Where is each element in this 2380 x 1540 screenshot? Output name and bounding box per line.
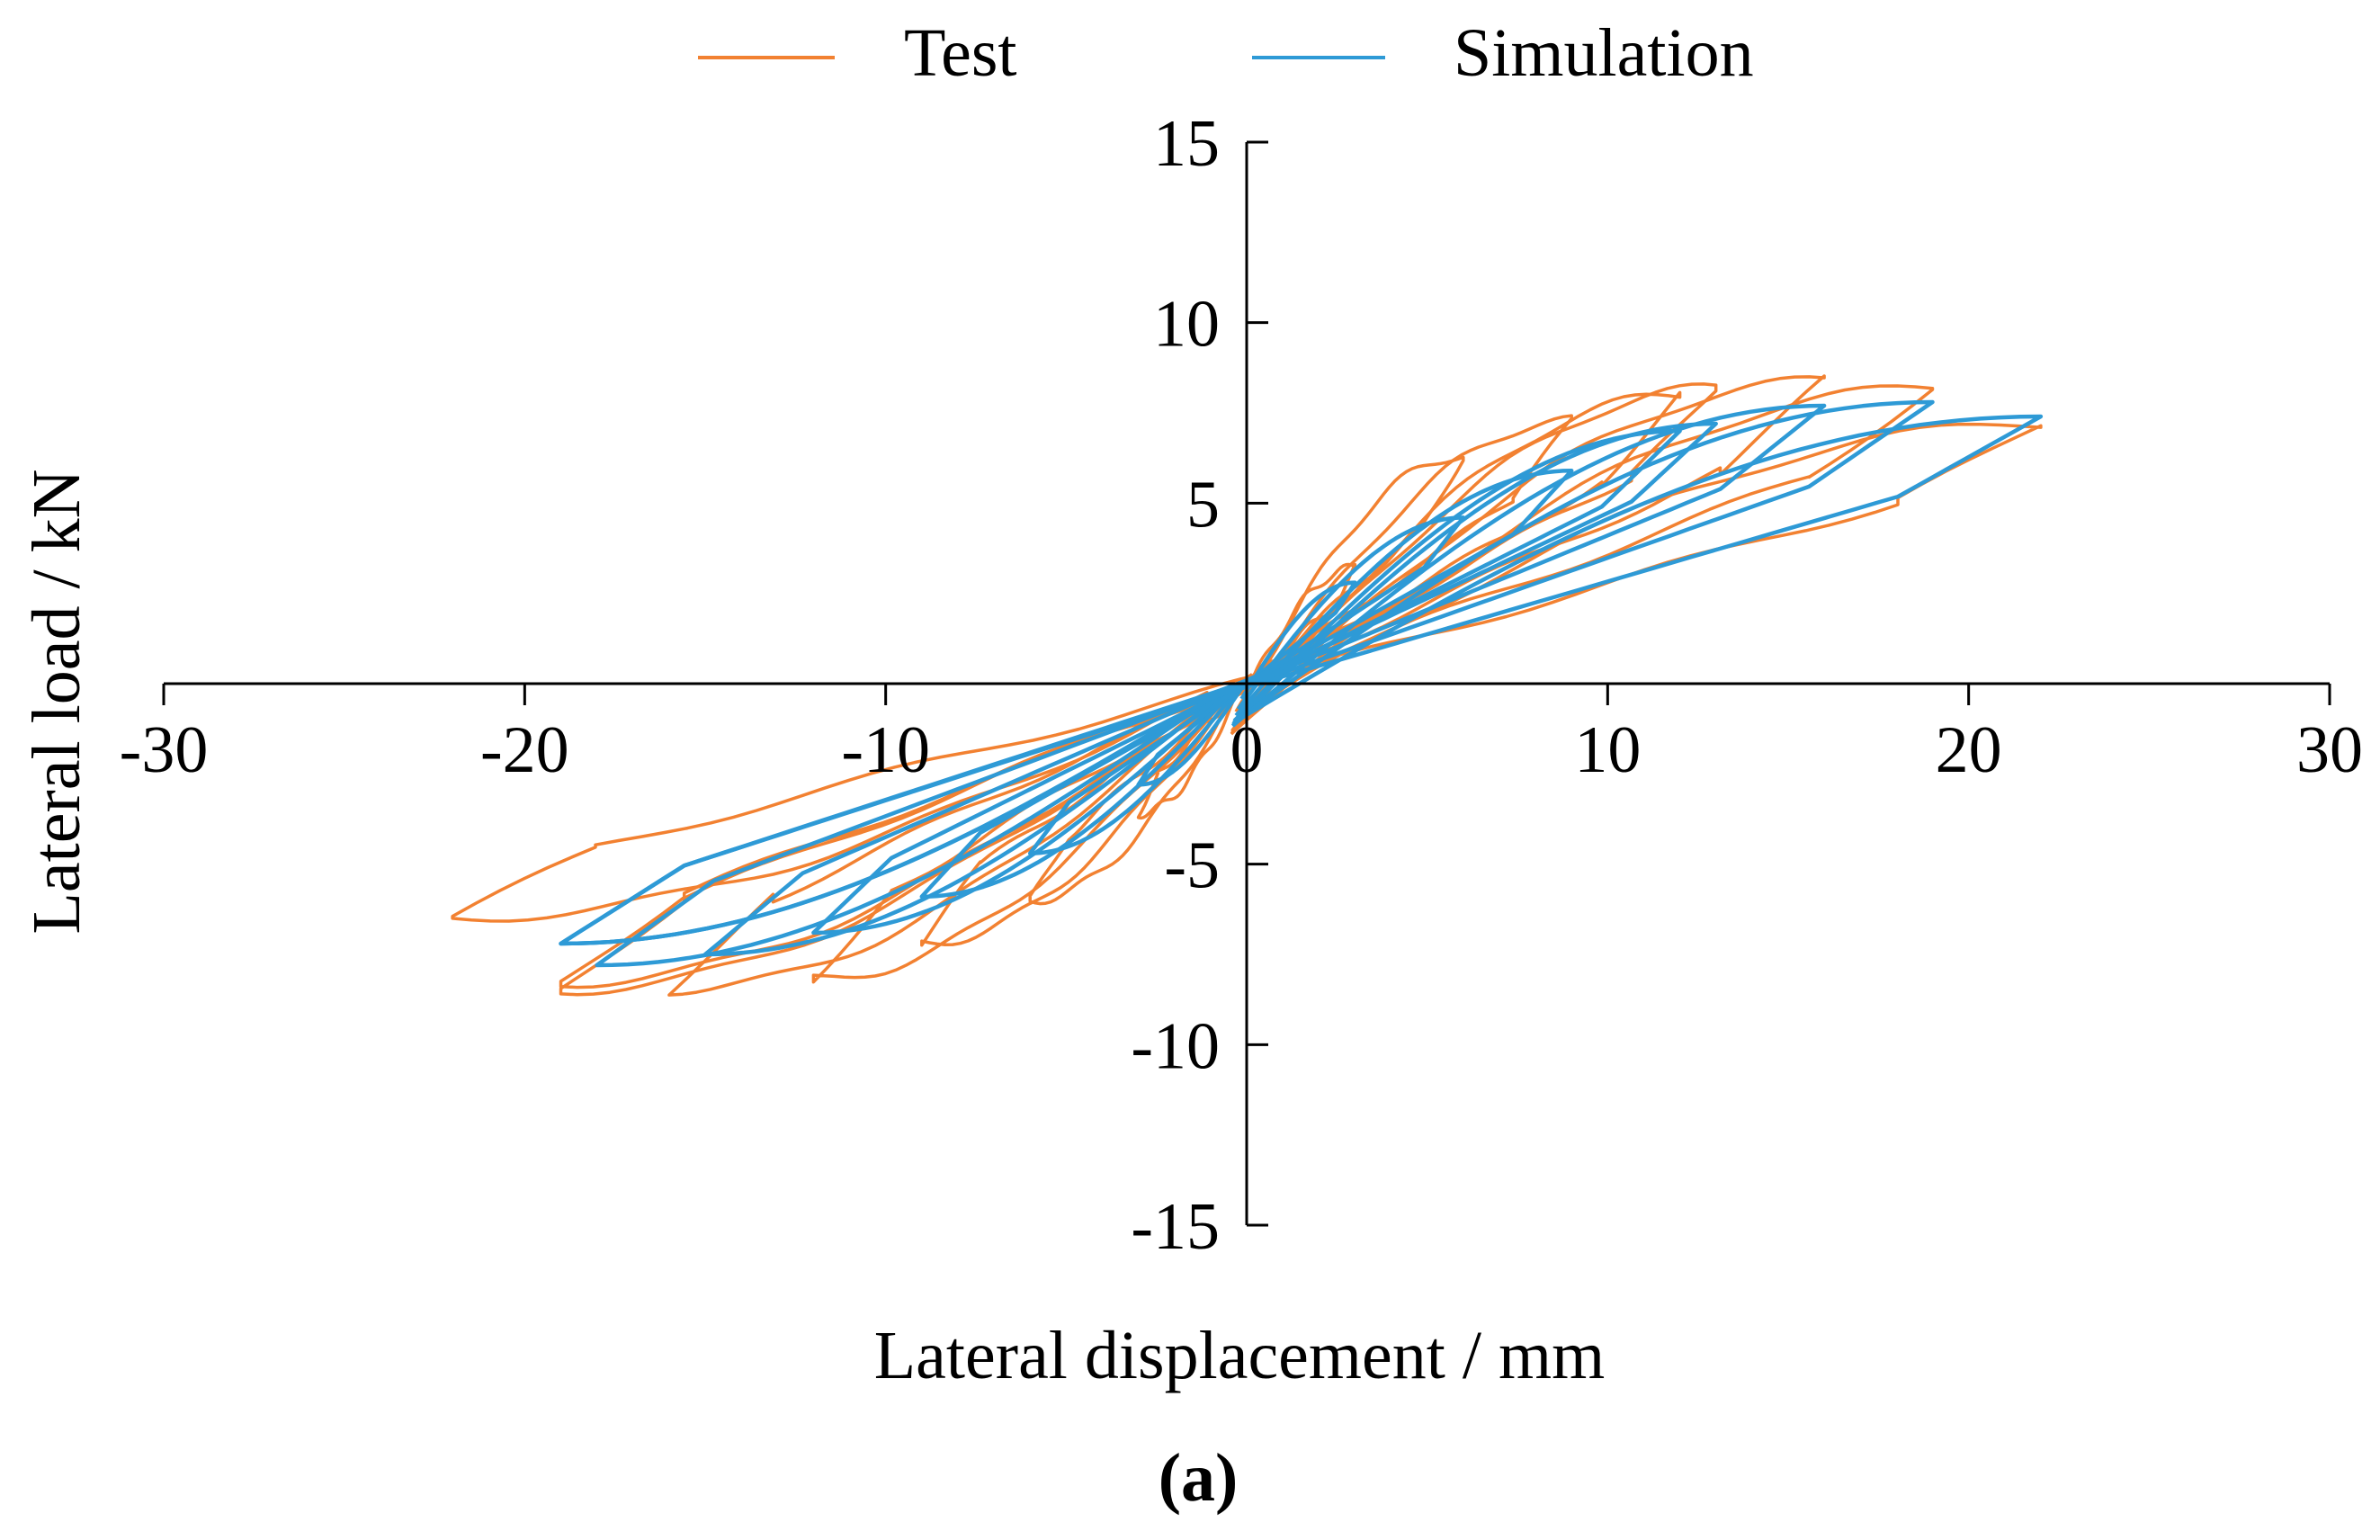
legend: Test Simulation: [698, 15, 1754, 91]
x-tick-label: -10: [841, 713, 930, 787]
y-tick-label: -10: [1131, 1009, 1220, 1083]
legend-label-simulation: Simulation: [1454, 15, 1754, 91]
x-tick-label: 0: [1230, 713, 1264, 787]
simulation-loop-8: [559, 414, 2044, 946]
x-axis-title: Lateral displacement / mm: [874, 1318, 1605, 1393]
legend-label-test: Test: [904, 15, 1017, 91]
plot-series: [451, 374, 2044, 997]
x-tick-label: 10: [1574, 713, 1641, 787]
y-tick-label: -15: [1131, 1190, 1220, 1264]
y-tick-label: 15: [1153, 107, 1220, 181]
figure-caption: (a): [1159, 1440, 1239, 1516]
x-tick-label: 20: [1936, 713, 2002, 787]
x-tick-label: -30: [120, 713, 209, 787]
x-tick-label: -20: [480, 713, 569, 787]
y-tick-label: 5: [1186, 468, 1220, 542]
series-simulation: [559, 399, 2044, 968]
y-tick-label: 10: [1153, 288, 1220, 362]
ticks: -30 -20 -10 0 10 20 30 15 10 5 -5 -10 -15: [120, 107, 2363, 1264]
y-axis-title: Lateral load / kN: [19, 469, 94, 934]
y-tick-label: -5: [1164, 829, 1220, 903]
x-tick-label: 30: [2296, 713, 2363, 787]
